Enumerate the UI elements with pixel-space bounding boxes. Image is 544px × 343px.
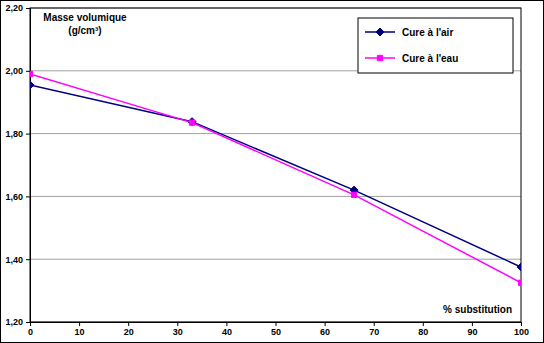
y-axis: 1,20 1,40 1,60 1,80 2,00 2,20 [5,3,30,327]
chart: 1,20 1,40 1,60 1,80 2,00 2,20 0 10 20 30 40 50 60 70 8… [0,0,544,343]
tick: 40 [222,322,232,337]
tick: 100 [514,322,529,337]
tick: 80 [418,322,428,337]
tick-label: 30 [173,327,183,337]
plot-frame [30,8,521,322]
series-line [30,74,521,283]
tick-mark [26,134,30,135]
tick: 1,20 [5,317,30,327]
tick-mark [226,322,227,326]
legend-label: Cure à l'air [402,27,453,38]
tick: 30 [173,322,183,337]
series-line [30,85,521,267]
tick-mark [325,322,326,326]
tick-mark [521,322,522,326]
data-point [189,120,194,125]
legend-marker [377,55,382,60]
axis-line [31,323,522,327]
tick-mark [79,322,80,326]
tick-label: 100 [514,327,529,337]
legend: Cure à l'air Cure à l'eau [358,18,513,73]
tick-mark [26,322,30,323]
tick-label: 1,60 [5,192,23,202]
tick-label: 1,40 [5,255,23,265]
tick-label: 50 [271,327,281,337]
data-point [517,263,521,271]
tick-mark [26,259,30,260]
tick: 50 [271,322,281,337]
tick-label: 40 [222,327,232,337]
tick: 0 [28,322,33,337]
legend-marker [376,28,384,36]
tick-mark [276,322,277,326]
tick-label: 70 [369,327,379,337]
tick-mark [128,322,129,326]
tick-label: 2,00 [5,66,23,76]
tick: 1,60 [5,192,30,202]
grid-line [30,196,521,197]
axis-line [26,9,31,323]
tick-label: 60 [320,327,330,337]
tick: 90 [467,322,477,337]
tick-mark [374,322,375,326]
tick-label: 90 [467,327,477,337]
data-point [188,118,196,126]
plot-area [30,71,521,285]
grid [30,8,521,322]
tick-mark [177,322,178,326]
tick-label: 1,80 [5,129,23,139]
data-point [30,81,34,89]
tick: 70 [369,322,379,337]
tick-mark [26,196,30,197]
tick: 1,80 [5,129,30,139]
tick-mark [26,71,30,72]
tick-mark [423,322,424,326]
tick: 2,20 [5,3,30,13]
chart-border [1,1,544,343]
data-point [518,280,521,285]
tick: 60 [320,322,330,337]
x-axis-title: % substitution [443,304,512,315]
tick-mark [26,8,30,9]
tick: 1,40 [5,255,30,265]
tick-label: 0 [28,327,33,337]
legend-box [358,18,513,73]
tick-label: 1,20 [5,317,23,327]
x-axis: 0 10 20 30 40 50 60 70 80 90 100 [28,322,529,337]
grid-line [30,259,521,260]
tick-label: 2,20 [5,3,23,13]
tick-label: 20 [124,327,134,337]
tick-mark [472,322,473,326]
y-axis-title: Masse volumique(g/cm³) [43,12,127,36]
data-point [30,71,33,76]
tick: 2,00 [5,66,30,76]
tick-label: 80 [418,327,428,337]
data-point [351,192,356,197]
legend-label: Cure à l'eau [402,53,458,64]
tick: 20 [124,322,134,337]
grid-line [30,133,521,134]
tick-mark [30,322,31,326]
tick: 10 [75,322,85,337]
tick-label: 10 [75,327,85,337]
